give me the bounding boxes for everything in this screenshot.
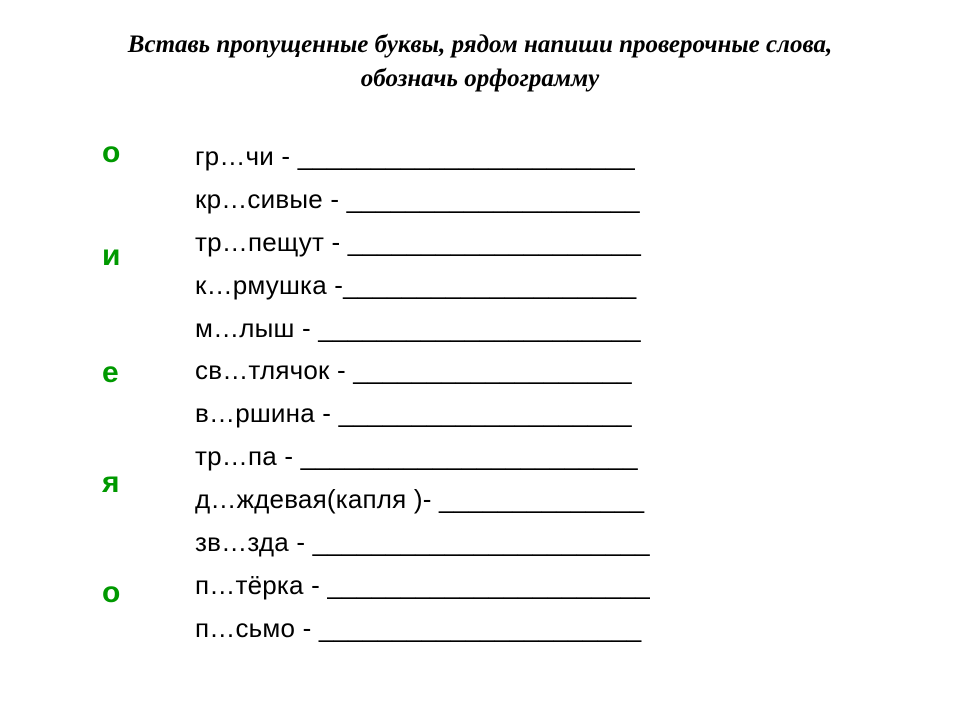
exercise-row: зв…зда - _______________________ <box>195 521 835 564</box>
hint-letter: е <box>102 358 119 388</box>
hint-letter: я <box>102 468 120 498</box>
exercise-row: в…ршина - ____________________ <box>195 392 835 435</box>
exercise-row: м…лыш - ______________________ <box>195 307 835 350</box>
exercise-row: тр…па - _______________________ <box>195 435 835 478</box>
exercise-row: п…тёрка - ______________________ <box>195 564 835 607</box>
exercise-row: д…ждевая(капля )- ______________ <box>195 478 835 521</box>
hint-letter: о <box>102 578 120 608</box>
exercise-list: гр…чи - _______________________кр…сивые … <box>195 135 835 650</box>
exercise-row: п…сьмо - ______________________ <box>195 607 835 650</box>
exercise-row: кр…сивые - ____________________ <box>195 178 835 221</box>
worksheet-title: Вставь пропущенные буквы, рядом напиши п… <box>0 28 960 96</box>
exercise-row: гр…чи - _______________________ <box>195 135 835 178</box>
hint-letter: о <box>102 138 120 168</box>
exercise-row: св…тлячок - ___________________ <box>195 349 835 392</box>
exercise-row: к…рмушка -____________________ <box>195 264 835 307</box>
worksheet-page: Вставь пропущенные буквы, рядом напиши п… <box>0 0 960 720</box>
exercise-row: тр…пещут - ____________________ <box>195 221 835 264</box>
hint-letter: и <box>102 241 120 271</box>
